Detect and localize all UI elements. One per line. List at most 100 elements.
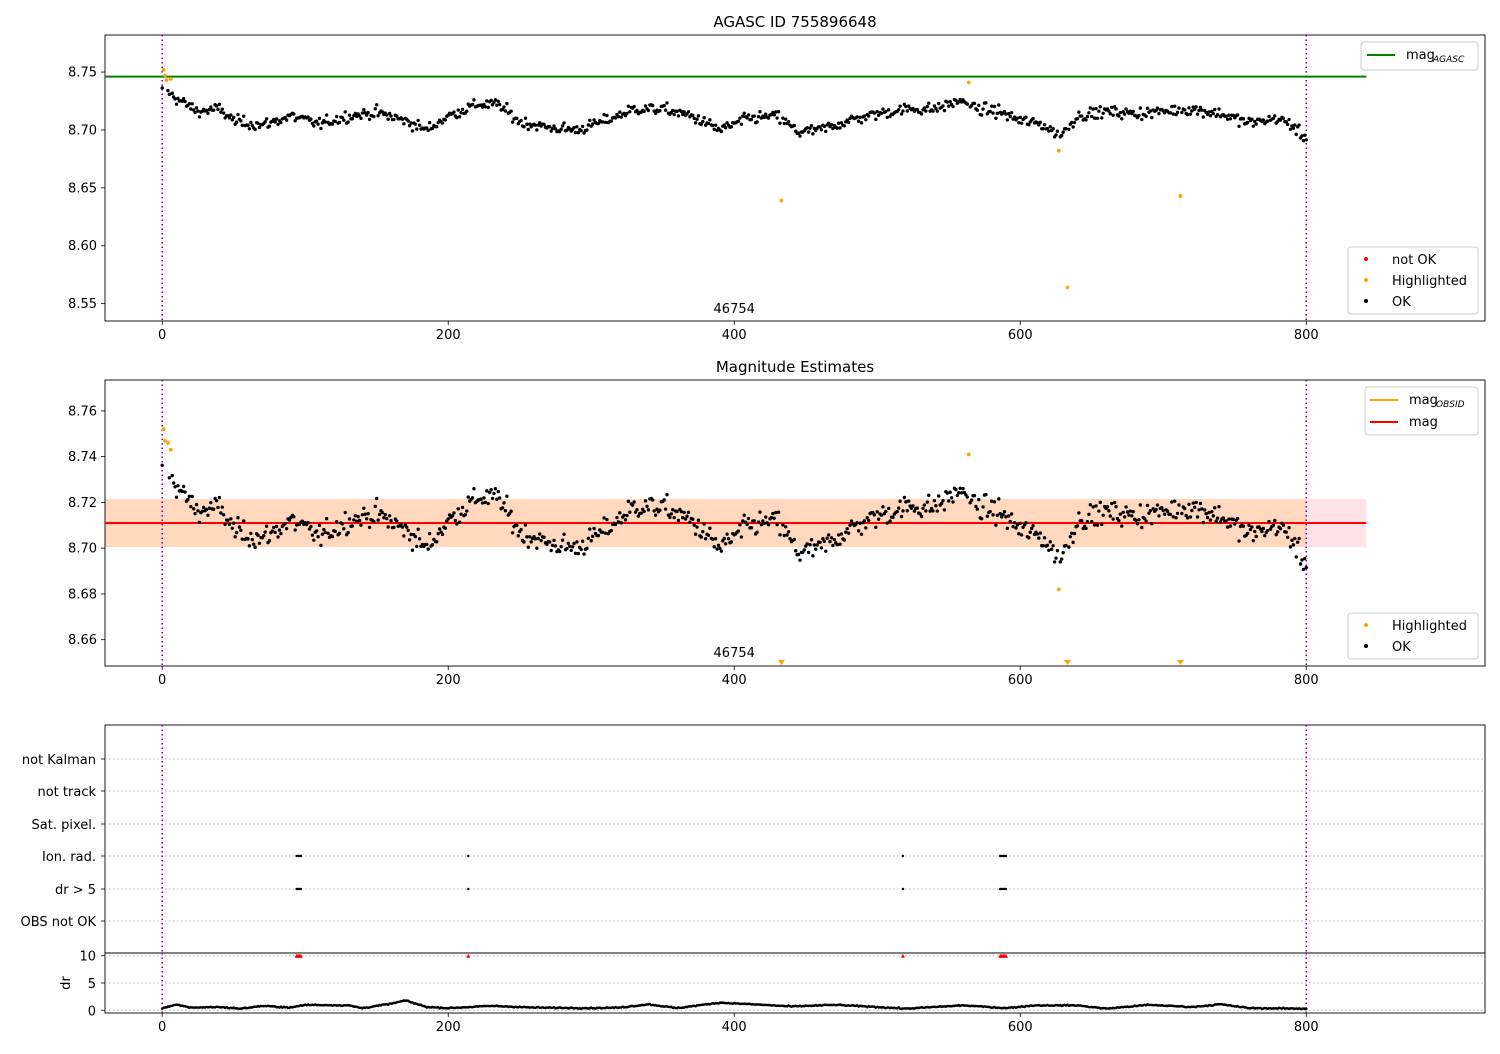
panel1-ok-point: [196, 109, 200, 113]
panel2-ok-point: [1265, 528, 1270, 533]
panel2-ok-point: [1031, 524, 1035, 528]
panel2-ok-point: [1017, 532, 1021, 536]
panel1-ok-point: [1002, 109, 1007, 114]
panel1-ok-point: [838, 126, 842, 130]
panel2-ok-point: [1108, 514, 1113, 518]
panel2-ok-point: [1168, 512, 1173, 517]
panel2-highlighted-point: [161, 427, 166, 432]
panel1-ok-point: [1237, 124, 1241, 129]
panel3-flag-point: [901, 887, 905, 891]
panel2-ok-point: [1075, 524, 1080, 528]
panel2-ok-point: [974, 504, 978, 509]
panel2-ok-point: [509, 509, 513, 513]
panel2-ok-point: [951, 500, 955, 504]
panel1-ok-point: [1008, 114, 1012, 119]
panel2-ok-point: [1080, 519, 1084, 523]
panel1-ok-point: [1195, 112, 1200, 116]
panel2-ok-point: [699, 535, 704, 539]
panel2-ok-point: [1170, 500, 1174, 504]
panel2-ok-point: [372, 519, 376, 524]
panel1-ok-point: [227, 116, 232, 120]
panel1-ok-point: [579, 128, 583, 133]
panel2-ok-point: [875, 510, 879, 514]
panel2-ok-point: [453, 518, 458, 523]
panel1-ok-point: [1019, 121, 1024, 125]
panel2-ok-point: [1285, 535, 1290, 539]
panel2-ok-point: [565, 546, 569, 551]
panel1-ok-point: [1168, 111, 1173, 115]
panel2-ok-point: [236, 516, 240, 520]
panel2-ok-point: [945, 491, 950, 495]
panel2-ok-point: [925, 500, 929, 504]
panel2-ok-point: [174, 495, 179, 499]
panel2-ok-point: [1021, 525, 1025, 530]
panel2-ok-point: [846, 531, 851, 535]
panel2-legend-point-label: Highlighted: [1392, 619, 1467, 634]
panel1-ok-point: [1045, 126, 1050, 131]
panel2-ok-point: [896, 506, 901, 510]
panel1-ok-point: [1213, 107, 1217, 112]
panel2-ok-point: [995, 513, 1000, 518]
panel1-highlighted-point: [163, 73, 167, 78]
panel1-ok-point: [1117, 114, 1121, 118]
panel1-ok-point: [323, 120, 327, 124]
panel1-ok-point: [786, 119, 791, 124]
panel2-ok-point: [1228, 524, 1233, 528]
panel2-ok-point: [1297, 536, 1301, 541]
panel2-ok-point: [658, 508, 662, 512]
panel2-ok-point: [769, 515, 774, 520]
panel2-ok-point: [558, 549, 562, 554]
panel2-ok-point: [334, 520, 339, 524]
panel1-ok-point: [590, 122, 595, 126]
panel1-ok-point: [503, 109, 508, 113]
panel1-ok-point: [1150, 115, 1154, 120]
panel2-ok-point: [686, 510, 691, 515]
panel1-ok-point: [776, 110, 781, 114]
panel2-ok-point: [715, 547, 719, 551]
panel2-ok-point: [229, 517, 233, 521]
panel2-ok-point: [924, 509, 928, 513]
panel2-ok-point: [600, 530, 605, 535]
panel1-ok-point: [691, 113, 695, 118]
panel2-ok-point: [440, 532, 445, 537]
panel2-ok-point: [665, 493, 669, 497]
panel2-ok-point: [226, 518, 230, 522]
panel2-ok-point: [415, 544, 419, 549]
panel2-ok-point: [550, 543, 555, 548]
panel1-ok-point: [181, 97, 186, 101]
panel1-ok-point: [992, 104, 997, 109]
panel1-ok-point: [1194, 105, 1198, 109]
panel2-ok-point: [1092, 523, 1097, 527]
panel2-ok-point: [1294, 555, 1298, 559]
panel1-ok-point: [741, 114, 745, 118]
panel2-ok-point: [711, 537, 715, 541]
panel2-ok-point: [293, 528, 297, 532]
panel2-ok-point: [957, 491, 961, 495]
panel2-ok-point: [576, 551, 581, 556]
panel2-ok-point: [671, 507, 675, 512]
panel1-ok-point: [872, 111, 877, 115]
panel2-ok-point: [939, 501, 944, 506]
panel1-ok-point: [977, 103, 981, 108]
panel1-ok-point: [230, 118, 234, 122]
panel2-ok-point: [766, 522, 771, 527]
panel1-ok-point: [1251, 124, 1256, 128]
panel2-ok-point: [723, 542, 728, 546]
panel2-ok-point: [778, 533, 782, 537]
panel1-ok-point: [1261, 118, 1266, 122]
panel2-ok-point: [277, 528, 282, 532]
panel1-ok-point: [1037, 123, 1041, 127]
panel1-ok-point: [772, 113, 776, 117]
panel2-ok-point: [1048, 540, 1052, 544]
panel1-ok-point: [1281, 116, 1286, 121]
panel2-ytick-label: 8.68: [68, 587, 97, 602]
panel2-ok-point: [1027, 536, 1031, 540]
panel1-ok-point: [856, 119, 861, 123]
panel1-ok-point: [497, 102, 502, 107]
panel2-ok-point: [1125, 510, 1130, 514]
panel2-ok-point: [1191, 501, 1195, 505]
panel2-ok-point: [360, 513, 365, 517]
panel2-ok-point: [173, 485, 177, 489]
panel1-ok-point: [1114, 107, 1118, 111]
